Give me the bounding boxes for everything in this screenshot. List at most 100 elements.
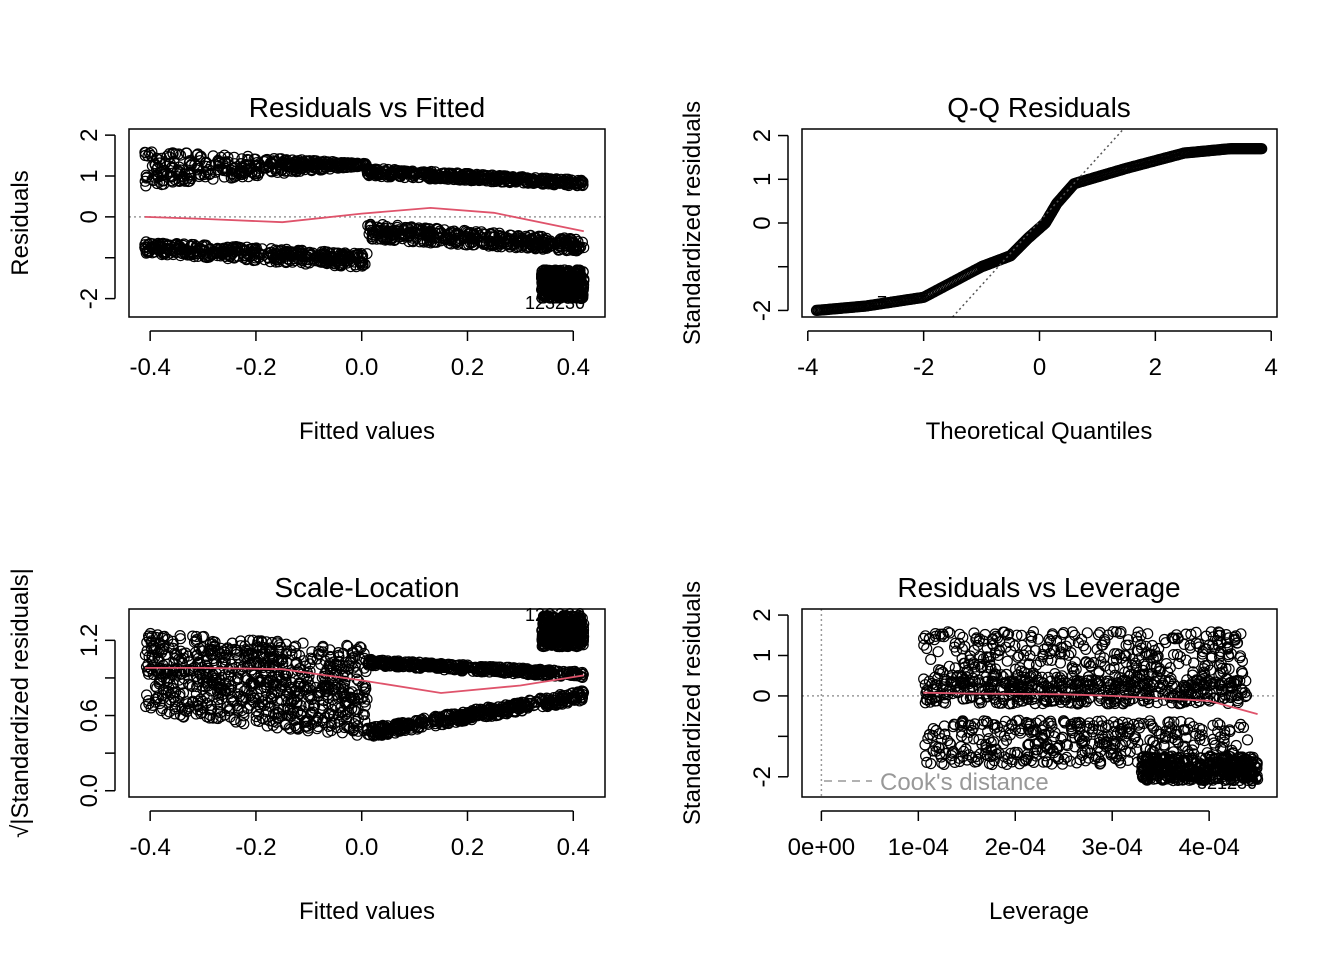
x-tick-label: -0.4: [129, 834, 170, 861]
x-tick-label: -0.2: [235, 354, 276, 381]
panel-title: Residuals vs Leverage: [897, 572, 1180, 603]
y-axis-label: Standardized residuals: [679, 101, 706, 345]
data-point: [296, 245, 309, 257]
data-point: [182, 678, 195, 690]
data-point: [255, 660, 267, 672]
data-point: [224, 250, 236, 263]
data-point: [524, 229, 537, 241]
data-point: [538, 268, 550, 280]
data-point: [512, 173, 524, 185]
data-point: [537, 611, 550, 623]
data-point: [215, 711, 227, 723]
panel-scale-location: Scale-Location Fitted values √|Standardi…: [7, 568, 606, 925]
data-point: [140, 700, 152, 713]
data-point: [340, 696, 352, 709]
data-point: [253, 158, 265, 170]
data-point: [375, 168, 388, 181]
data-point: [308, 702, 320, 714]
data-point: [238, 706, 250, 719]
data-point: [263, 661, 275, 674]
data-point: [167, 678, 179, 690]
data-point: [572, 266, 585, 278]
data-point: [280, 638, 292, 650]
data-point: [172, 164, 184, 176]
data-point: [554, 612, 567, 624]
data-point: [381, 232, 393, 244]
data-point: [1087, 656, 1100, 669]
data-point: [158, 175, 170, 187]
data-point: [396, 167, 408, 179]
data-point: [151, 153, 163, 165]
x-tick-label: 0.2: [451, 354, 484, 381]
data-point: [276, 694, 288, 706]
data-point: [362, 163, 374, 175]
data-point: [957, 631, 969, 643]
data-point: [440, 708, 452, 721]
data-point: [1132, 626, 1144, 638]
data-point: [527, 175, 539, 187]
data-point: [556, 241, 568, 253]
y-tick-label: -2: [749, 300, 776, 321]
data-point: [266, 687, 278, 700]
data-point: [324, 650, 336, 663]
data-point: [318, 695, 330, 707]
data-point: [208, 679, 220, 691]
data-point: [139, 242, 151, 254]
data-point: [529, 243, 542, 255]
data-point: [175, 701, 187, 713]
data-point: [478, 710, 490, 722]
data-point: [302, 722, 315, 734]
data-point: [232, 672, 244, 684]
data-point: [239, 244, 251, 256]
data-point: [520, 699, 533, 712]
data-point: [150, 164, 163, 176]
data-point: [174, 149, 187, 161]
data-point: [238, 165, 250, 177]
data-point: [413, 722, 425, 734]
data-point: [182, 698, 194, 710]
data-point: [347, 722, 359, 734]
data-point: [391, 221, 403, 233]
data-point: [1256, 143, 1268, 155]
data-point: [204, 704, 216, 716]
data-point: [516, 240, 528, 252]
y-axis-label: √|Standardized residuals|: [7, 568, 34, 838]
data-point: [440, 170, 452, 182]
data-point: [339, 709, 351, 721]
data-point: [329, 699, 341, 711]
data-point: [143, 698, 155, 710]
data-point: [529, 669, 541, 681]
data-point: [254, 701, 266, 713]
x-tick-label: -0.4: [129, 354, 170, 381]
x-axis: -0.4 -0.2 0.0 0.2 0.4: [129, 810, 590, 861]
data-point: [140, 180, 152, 192]
data-point: [184, 175, 196, 187]
data-point: [256, 636, 268, 649]
data-point: [167, 248, 179, 261]
data-point: [221, 243, 233, 255]
data-point: [476, 703, 488, 716]
data-point: [214, 651, 226, 664]
data-point: [352, 692, 364, 704]
y-tick-label: -2: [76, 288, 103, 309]
data-point: [499, 170, 511, 182]
data-point: [468, 708, 480, 721]
data-point: [200, 241, 212, 253]
data-point: [207, 173, 219, 185]
data-point: [222, 242, 234, 254]
data-point: [397, 717, 409, 729]
data-point: [317, 156, 329, 169]
data-point: [529, 231, 541, 243]
data-point: [500, 699, 512, 711]
x-axis-label: Leverage: [989, 898, 1089, 925]
x-tick-label: 0.0: [345, 834, 378, 861]
data-point: [254, 674, 266, 687]
data-point: [298, 655, 310, 667]
data-point: [439, 717, 451, 729]
data-point: [142, 694, 154, 707]
data-point: [546, 237, 558, 249]
data-point: [1122, 634, 1135, 646]
data-point: [1034, 655, 1047, 668]
data-point: [366, 233, 378, 245]
